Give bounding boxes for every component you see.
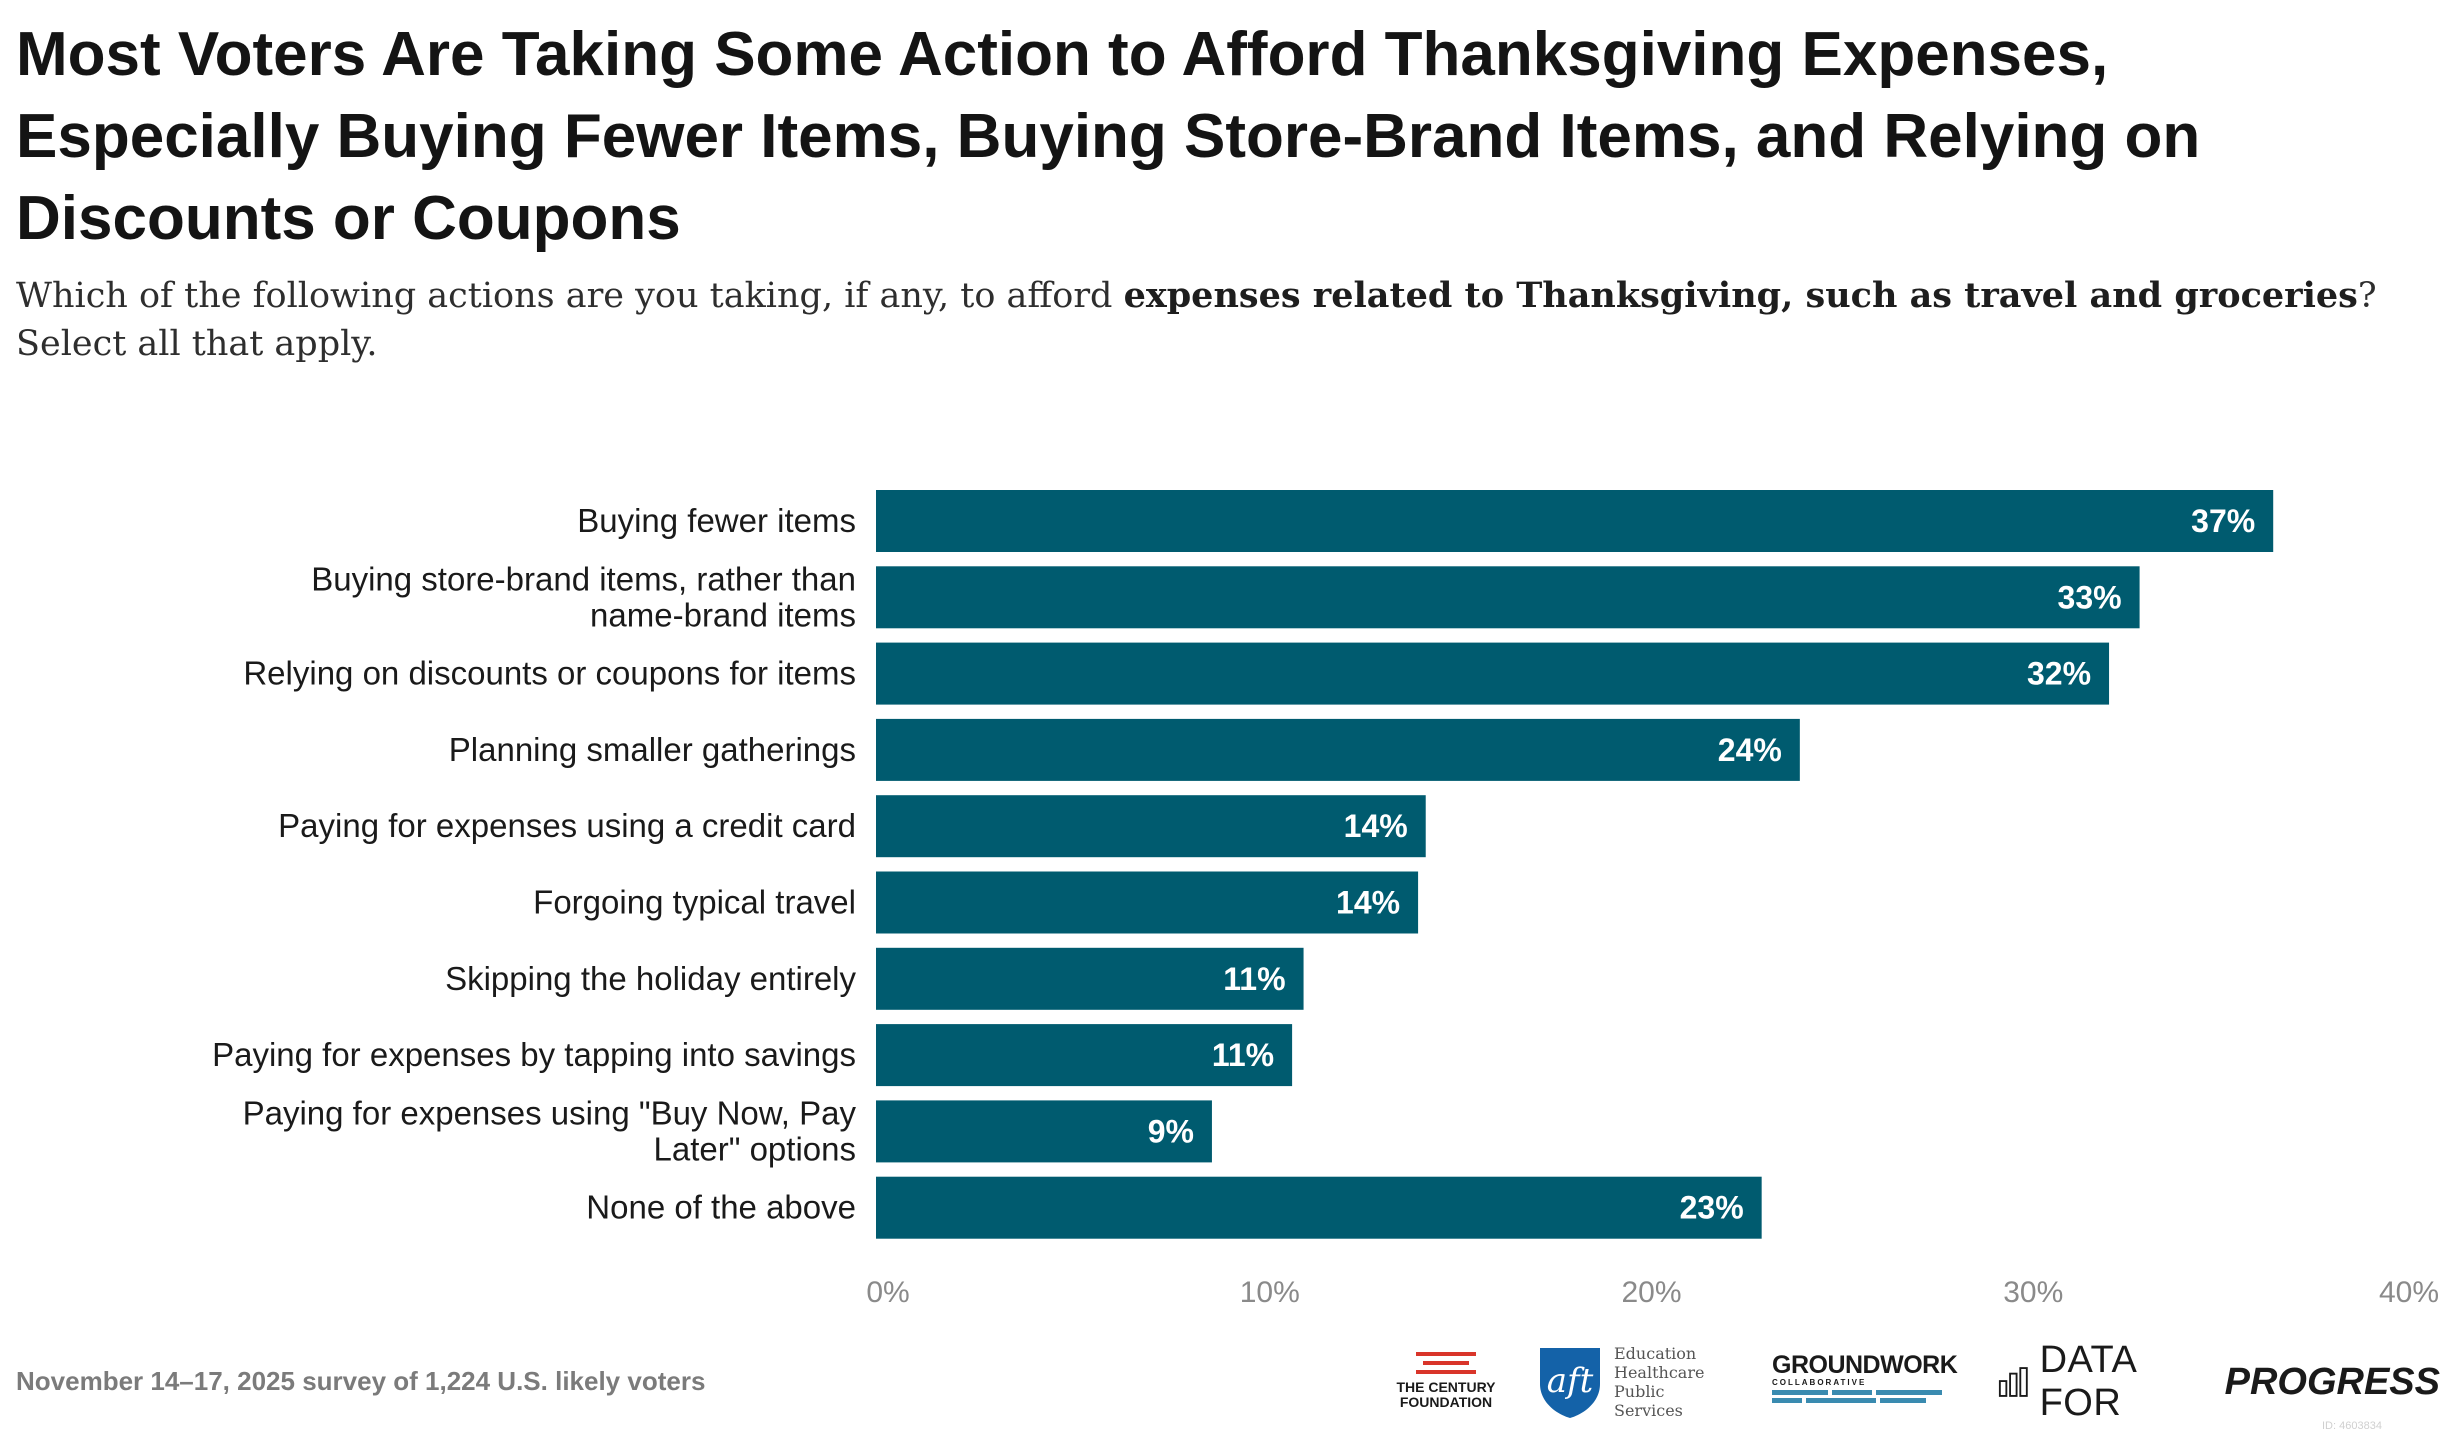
category-label: Skipping the holiday entirely <box>445 960 856 997</box>
chart-subtitle: Which of the following actions are you t… <box>16 272 2416 368</box>
category-label: Buying fewer items <box>577 502 856 539</box>
bar <box>876 795 1426 858</box>
groundwork-stripes <box>1772 1390 1952 1395</box>
category-label: Forgoing typical travel <box>533 884 856 921</box>
category-label: Paying for expenses using "Buy Now, Pay L… <box>243 1094 857 1167</box>
bar <box>876 490 2274 552</box>
bar-chart: 37% Buying fewer items 33% Buying store-bra… <box>212 490 2439 1309</box>
dfp-logo-text-b: PROGRESS <box>2224 1360 2440 1403</box>
bar-value-label: 11% <box>1212 1037 1274 1073</box>
century-logo-mark <box>1396 1352 1496 1374</box>
x-tick-label: 40% <box>2379 1276 2439 1309</box>
survey-footnote: November 14–17, 2025 survey of 1,224 U.S… <box>16 1366 706 1396</box>
aft-logo: aft Education Healthcare Public Services <box>1534 1344 1734 1420</box>
bar <box>876 1176 1762 1239</box>
x-tick-label: 0% <box>866 1276 909 1309</box>
bar <box>876 1024 1293 1087</box>
bar-value-label: 11% <box>1223 961 1285 997</box>
groundwork-logo-subtext: COLLABORATIVE <box>1772 1378 1867 1387</box>
groundwork-logo-text: GROUNDWORK <box>1772 1351 1958 1379</box>
century-foundation-logo: THE CENTURY FOUNDATION <box>1396 1352 1496 1410</box>
x-tick-label: 30% <box>2003 1276 2063 1309</box>
subtitle-text-pre: Which of the following actions are you t… <box>16 276 1124 316</box>
bar-value-label: 24% <box>1718 732 1782 768</box>
category-label: Paying for expenses using a credit card <box>278 807 856 844</box>
subtitle-text-bold: expenses related to Thanksgiving, such a… <box>1123 275 2358 316</box>
century-logo-text: THE CENTURY FOUNDATION <box>1396 1379 1496 1410</box>
bar <box>876 947 1304 1010</box>
x-tick-label: 20% <box>1621 1276 1681 1309</box>
bar <box>876 642 2110 705</box>
bar-chart-icon <box>1998 1367 2028 1397</box>
bar-value-label: 9% <box>1148 1113 1194 1149</box>
chart-id: ID: 4603834 <box>2322 1420 2382 1432</box>
bar-value-label: 14% <box>1336 885 1400 921</box>
bar-value-label: 32% <box>2027 656 2091 692</box>
bar <box>876 718 1800 781</box>
aft-shield-icon: aft <box>1540 1348 1600 1418</box>
subtitle-text-post: ? Select all that apply. <box>16 276 2377 364</box>
category-label: None of the above <box>586 1189 856 1226</box>
bar-value-label: 23% <box>1680 1190 1744 1226</box>
aft-logo-text: Education Healthcare Public Services <box>1614 1344 1705 1420</box>
bar <box>876 871 1419 934</box>
category-label: Buying store-brand items, rather than nam… <box>311 560 856 633</box>
bar <box>876 1100 1212 1163</box>
dfp-logo-text-a: DATA FOR <box>2039 1339 2136 1424</box>
bar-value-label: 14% <box>1344 808 1408 844</box>
category-label: Relying on discounts or coupons for item… <box>243 655 856 692</box>
x-tick-label: 10% <box>1240 1276 1300 1309</box>
category-label: Paying for expenses by tapping into savi… <box>212 1036 856 1073</box>
aft-mark-text: aft <box>1547 1361 1594 1401</box>
bar <box>876 566 2140 629</box>
category-label: Planning smaller gatherings <box>449 731 856 768</box>
chart-title: Most Voters Are Taking Some Action to Af… <box>16 20 2201 253</box>
data-for-progress-logo: DATA FOR PROGRESS <box>1998 1339 2440 1424</box>
bar-value-label: 33% <box>2058 579 2122 615</box>
groundwork-logo: GROUNDWORK COLLABORATIVE <box>1772 1351 1958 1408</box>
bar-value-label: 37% <box>2191 503 2255 539</box>
